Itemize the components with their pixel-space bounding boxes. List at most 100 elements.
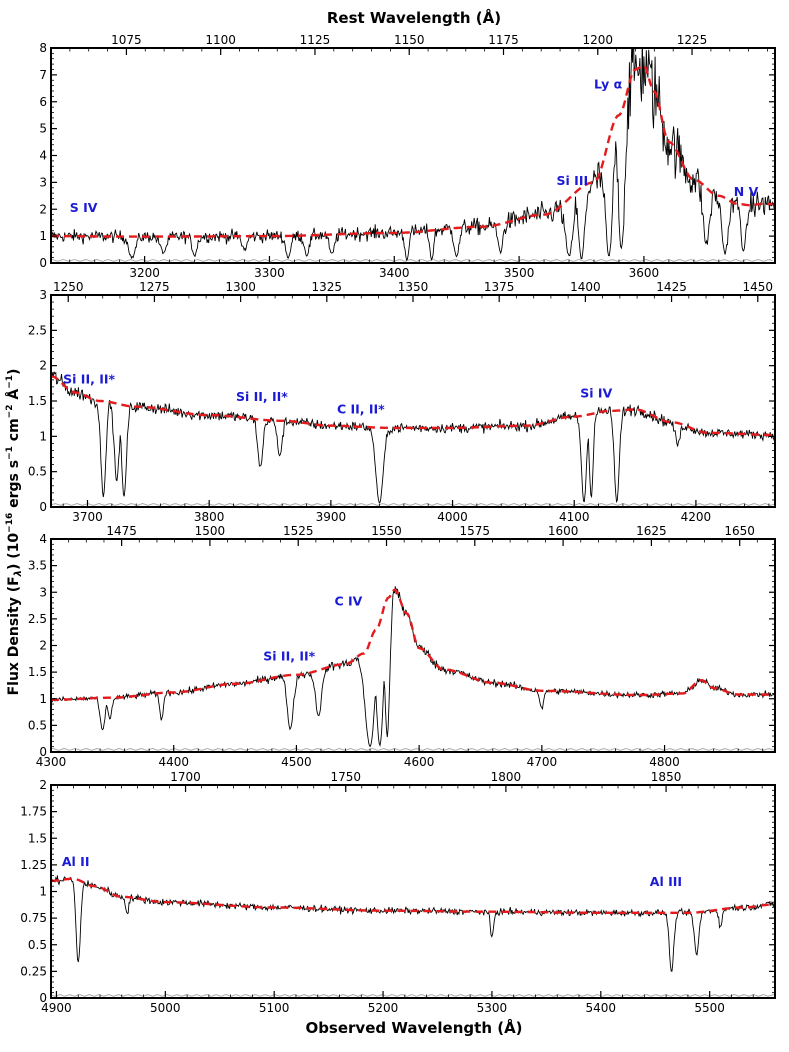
rest-tick-label: 1150	[394, 33, 425, 47]
line-annotation: N V	[734, 184, 759, 199]
line-annotation: Si III	[557, 173, 589, 188]
ylabel-part-11: )	[6, 369, 22, 375]
y-tick-label: 2	[39, 639, 47, 653]
x-tick-label: 4100	[559, 510, 590, 524]
y-tick-label: 1.5	[28, 394, 47, 408]
ylabel-part-9: Å	[5, 389, 22, 405]
y-tick-label: 3.5	[28, 559, 47, 573]
x-tick-label: 3400	[379, 266, 410, 280]
y-tick-label: 4	[39, 149, 47, 163]
panel-frame	[50, 784, 776, 999]
y-tick-label: 5	[39, 122, 47, 136]
line-annotation: Ly α	[594, 76, 623, 91]
line-annotation: Si II, II*	[236, 389, 288, 404]
ylabel-part-3: ) (10	[6, 533, 22, 570]
y-tick-label: 0	[39, 256, 47, 270]
x-tick-label: 3800	[194, 510, 225, 524]
y-tick-label: 1	[39, 885, 47, 899]
rest-tick-label: 1400	[570, 280, 601, 294]
x-tick-label: 5300	[477, 1001, 508, 1015]
y-tick-label: 0	[39, 991, 47, 1005]
x-tick-label: 3200	[129, 266, 160, 280]
rest-tick-label: 1625	[636, 524, 667, 538]
model-fit-line	[51, 375, 775, 437]
ylabel-part-10: −1	[5, 375, 15, 389]
rest-tick-label: 1575	[460, 524, 491, 538]
x-tick-label: 4700	[527, 755, 558, 769]
observed-spectrum-line	[51, 370, 775, 504]
y-tick-label: 0	[39, 745, 47, 759]
x-tick-label: 4600	[404, 755, 435, 769]
rest-tick-label: 1325	[312, 280, 343, 294]
rest-tick-label: 1100	[205, 33, 236, 47]
rest-tick-label: 1175	[488, 33, 519, 47]
y-tick-label: 8	[39, 41, 47, 55]
x-tick-label: 3600	[629, 266, 660, 280]
x-tick-label: 4800	[649, 755, 680, 769]
ylabel-part-7: cm	[6, 418, 22, 446]
model-fit-line	[51, 64, 775, 238]
y-tick-label: 1.5	[28, 831, 47, 845]
y-tick-label: 2.5	[28, 612, 47, 626]
line-annotation: Si II, II*	[263, 648, 315, 663]
rest-tick-label: 1550	[371, 524, 402, 538]
ylabel-part-1: Flux Density (F	[6, 576, 22, 695]
y-tick-label: 0	[39, 500, 47, 514]
rest-tick-label: 1275	[139, 280, 170, 294]
y-tick-label: 1	[39, 229, 47, 243]
x-tick-label: 5200	[368, 1001, 399, 1015]
y-tick-label: 0.5	[28, 938, 47, 952]
observed-spectrum-line	[51, 586, 775, 747]
rest-tick-label: 1600	[548, 524, 579, 538]
y-tick-label: 0.5	[28, 465, 47, 479]
panel-4: 0 0.25 0.5 0.75 1 1.25 1.5 1.75 2 4900 5000 5100 520…	[20, 770, 776, 1015]
observed-spectrum-line	[51, 48, 775, 262]
model-fit-line	[51, 588, 775, 701]
rest-tick-label: 1075	[111, 33, 142, 47]
x-tick-label: 3500	[504, 266, 535, 280]
x-tick-label: 3300	[254, 266, 285, 280]
rest-tick-label: 1225	[677, 33, 708, 47]
x-tick-label: 5000	[150, 1001, 181, 1015]
x-tick-label: 4400	[158, 755, 189, 769]
ylabel-part-2: λ	[13, 570, 24, 577]
y-tick-label: 1.5	[28, 665, 47, 679]
line-annotation: Si IV	[580, 385, 612, 400]
x-tick-label: 4000	[437, 510, 468, 524]
y-axis-label: Flux Density (Fλ) (10−16 ergs s −1 cm−2 Å…	[5, 369, 24, 696]
ylabel-part-8: −2	[5, 405, 15, 419]
line-annotation: C IV	[334, 594, 362, 609]
rest-tick-label: 1850	[651, 770, 682, 784]
line-annotation: S IV	[70, 200, 98, 215]
panel-3: 0 0.5 1 1.5 2 2.5 3 3.5 4 4300 4400 4500 4600 4700 480…	[28, 524, 776, 769]
rest-tick-label: 1350	[398, 280, 429, 294]
y-tick-label: 3	[39, 288, 47, 302]
rest-tick-label: 1650	[724, 524, 755, 538]
line-annotation: Al II	[62, 854, 90, 869]
y-tick-label: 2	[39, 202, 47, 216]
y-tick-label: 2.5	[28, 323, 47, 337]
y-tick-label: 0.25	[20, 964, 47, 978]
rest-tick-label: 1200	[582, 33, 613, 47]
rest-tick-label: 1500	[195, 524, 226, 538]
x-tick-label: 4500	[281, 755, 312, 769]
x-tick-label: 5500	[694, 1001, 725, 1015]
top-xlabel: Rest Wavelength (Å)	[327, 8, 501, 27]
y-tick-label: 0.5	[28, 718, 47, 732]
error-spectrum-line	[51, 748, 775, 751]
y-tick-label: 2	[39, 778, 47, 792]
x-tick-label: 4200	[681, 510, 712, 524]
ylabel-part-5: ergs s	[6, 460, 22, 513]
x-tick-label: 5100	[259, 1001, 290, 1015]
rest-tick-label: 1800	[491, 770, 522, 784]
model-fit-line	[51, 877, 775, 914]
rest-tick-label: 1125	[300, 33, 331, 47]
error-spectrum-line	[51, 503, 775, 506]
line-annotation: C II, II*	[337, 402, 385, 417]
rest-tick-label: 1425	[656, 280, 687, 294]
y-tick-label: 1.25	[20, 858, 47, 872]
ylabel-part-4: −16	[5, 513, 15, 533]
observed-spectrum-line	[51, 875, 775, 972]
panel-frame	[50, 294, 776, 508]
